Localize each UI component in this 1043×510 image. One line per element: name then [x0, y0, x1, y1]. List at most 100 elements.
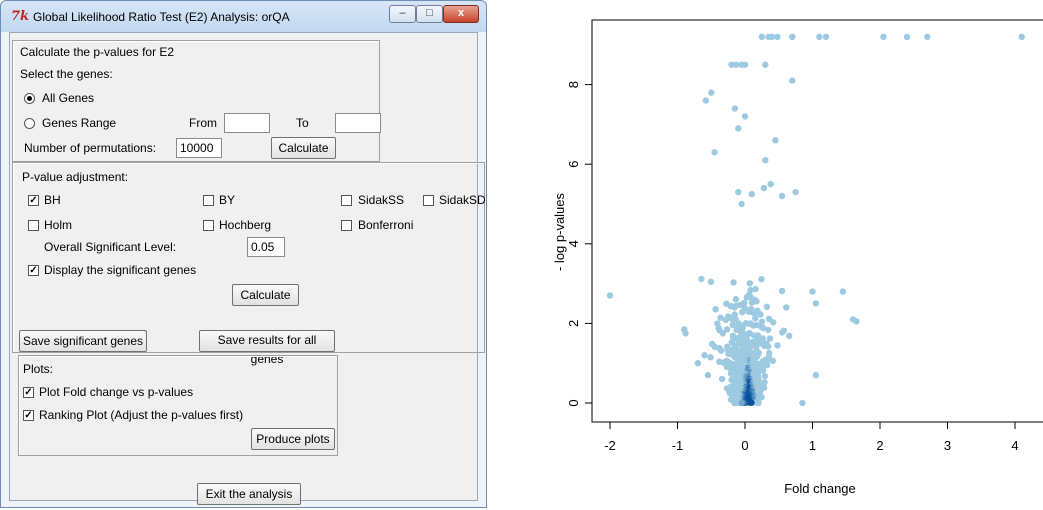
minimize-button[interactable]: –	[389, 5, 416, 23]
genes-range-radio[interactable]	[24, 118, 35, 129]
analysis-window: 7k Global Likelihood Ratio Test (E2) Ana…	[0, 0, 487, 508]
window-title: Global Likelihood Ratio Test (E2) Analys…	[33, 10, 290, 24]
data-point	[750, 322, 757, 329]
data-point	[720, 359, 727, 366]
x-axis: -2 -1 0 1 2 3 4	[604, 422, 1019, 453]
data-point	[760, 324, 767, 332]
x-tick-label: 1	[809, 438, 816, 453]
plots-panel: Plots: ✓ Plot Fold change vs p-values ✓ …	[18, 355, 338, 456]
data-point	[778, 192, 786, 200]
data-point	[760, 184, 768, 192]
save-significant-button[interactable]: Save significant genes	[19, 330, 147, 352]
data-point	[718, 375, 726, 383]
data-point	[799, 399, 806, 407]
data-point	[757, 311, 764, 318]
data-point	[816, 33, 823, 40]
data-point	[880, 33, 887, 40]
holm-checkbox[interactable]	[28, 220, 39, 231]
permutations-input[interactable]	[176, 138, 222, 158]
data-point	[731, 304, 738, 311]
data-point	[752, 332, 759, 339]
x-tick-label: -2	[604, 438, 616, 453]
y-tick-label: 4	[566, 240, 581, 247]
data-point	[792, 188, 799, 196]
sidakss-checkbox[interactable]	[341, 195, 352, 206]
data-point	[770, 319, 777, 326]
sidaksd-label[interactable]: SidakSD	[439, 193, 486, 207]
calculate-adjustment-button[interactable]: Calculate	[232, 284, 299, 306]
bh-checkbox[interactable]: ✓	[28, 195, 39, 206]
data-point	[763, 303, 771, 310]
bh-label[interactable]: BH	[44, 193, 61, 207]
data-point	[789, 77, 796, 84]
holm-label[interactable]: Holm	[44, 218, 73, 232]
calculate-pvalues-button[interactable]: Calculate	[271, 137, 336, 159]
significance-level-input[interactable]	[247, 237, 285, 257]
bonferroni-checkbox[interactable]	[341, 220, 352, 231]
ranking-plot-checkbox[interactable]: ✓	[23, 410, 34, 421]
plots-heading: Plots:	[23, 362, 54, 376]
bonferroni-label[interactable]: Bonferroni	[358, 218, 414, 232]
data-point	[735, 188, 742, 196]
genes-range-label[interactable]: Genes Range	[42, 116, 117, 130]
by-label[interactable]: BY	[219, 193, 236, 207]
tk-feather-icon: 7k	[11, 9, 30, 24]
from-label: From	[189, 116, 217, 130]
pvalue-panel: Calculate the p-values for E2 Select the…	[12, 40, 381, 162]
window-client-area: Calculate the p-values for E2 Select the…	[9, 32, 486, 505]
x-tick-label: -1	[672, 438, 684, 453]
data-point	[779, 329, 786, 336]
data-point	[704, 371, 712, 379]
from-input[interactable]	[224, 113, 270, 133]
data-point	[903, 33, 911, 40]
ranking-plot-label[interactable]: Ranking Plot (Adjust the p-values first)	[39, 408, 244, 422]
data-point	[698, 275, 705, 283]
all-genes-label[interactable]: All Genes	[42, 91, 95, 105]
produce-plots-button[interactable]: Produce plots	[251, 428, 335, 450]
data-point	[768, 33, 776, 40]
sidakss-label[interactable]: SidakSS	[358, 193, 405, 207]
all-genes-radio[interactable]	[24, 93, 35, 104]
data-point	[606, 292, 614, 299]
y-axis-label: - log p-values	[552, 192, 567, 271]
data-point	[741, 61, 749, 68]
by-checkbox[interactable]	[203, 195, 214, 206]
data-point	[707, 354, 714, 361]
sidaksd-checkbox[interactable]	[423, 195, 434, 206]
data-point	[722, 316, 729, 323]
data-point	[746, 280, 753, 287]
fold-change-scatter-plot: -2 -1 0 1 2 3 4 0 2 4 6 8 Fold change - log p-valu…	[552, 19, 1043, 496]
data-point	[762, 61, 769, 68]
data-point	[758, 33, 766, 40]
data-point	[766, 335, 774, 342]
hochberg-checkbox[interactable]	[203, 220, 214, 231]
data-point	[748, 190, 755, 198]
data-point	[761, 373, 769, 380]
x-tick-label: 3	[944, 438, 951, 453]
close-button[interactable]: x	[443, 5, 479, 23]
data-point	[729, 321, 736, 328]
data-point	[741, 113, 749, 120]
hochberg-label[interactable]: Hochberg	[219, 218, 272, 232]
data-point	[711, 149, 718, 156]
adjustment-heading: P-value adjustment:	[22, 170, 129, 184]
display-significant-checkbox[interactable]: ✓	[28, 265, 39, 276]
save-all-results-button[interactable]: Save results for all genes	[199, 330, 335, 366]
data-point	[748, 399, 755, 406]
maximize-button[interactable]: □	[416, 5, 443, 23]
fold-change-plot-checkbox[interactable]: ✓	[23, 387, 34, 398]
exit-analysis-button[interactable]: Exit the analysis	[197, 483, 301, 505]
data-points	[606, 33, 1025, 407]
title-bar[interactable]: 7k Global Likelihood Ratio Test (E2) Ana…	[1, 1, 486, 32]
data-point	[812, 371, 820, 379]
data-point	[774, 33, 781, 40]
display-significant-label[interactable]: Display the significant genes	[44, 263, 197, 277]
data-point	[783, 304, 790, 311]
fold-change-plot-label[interactable]: Plot Fold change vs p-values	[39, 385, 194, 399]
x-tick-label: 4	[1011, 438, 1018, 453]
to-input[interactable]	[335, 113, 381, 133]
adjustment-panel: P-value adjustment: ✓ BH BY SidakSS Sida…	[12, 162, 486, 366]
y-tick-label: 6	[566, 161, 581, 168]
data-point	[728, 61, 735, 68]
data-point	[701, 352, 708, 359]
